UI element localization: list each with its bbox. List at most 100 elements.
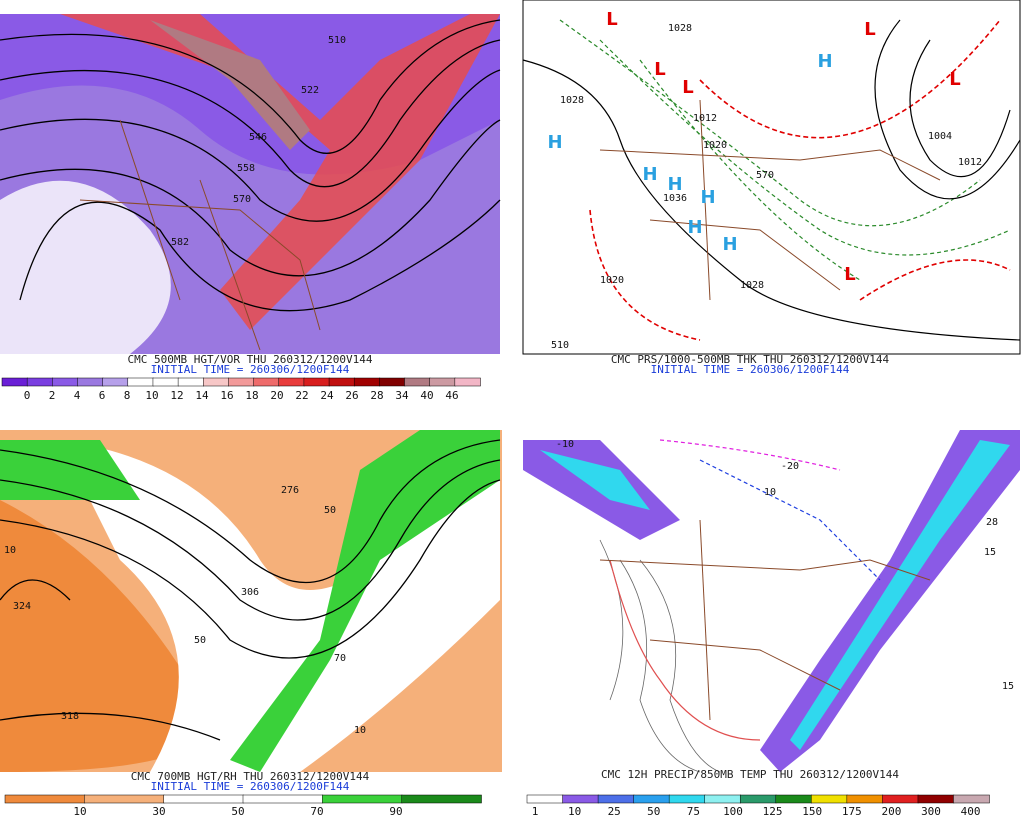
- colorbar-swatch: [177, 377, 205, 387]
- pressure-center: L: [682, 77, 693, 98]
- colorbar-swatch: [127, 377, 154, 387]
- panel-caption: CMC 700MB HGT/RH THU 260312/1200V144: [131, 770, 370, 783]
- colorbar-label: 0: [24, 389, 31, 402]
- colorbar-swatch: [404, 377, 431, 387]
- pressure-center: L: [844, 264, 855, 285]
- colorbar-label: 30: [152, 805, 165, 818]
- colorbar-swatch: [953, 794, 990, 804]
- colorbar-label: 10: [568, 805, 581, 818]
- colorbar-swatch: [278, 377, 305, 387]
- vor-max: [60, 14, 500, 330]
- precip: [790, 440, 1010, 750]
- rh-moist: [0, 440, 140, 500]
- contour-label: 28: [986, 517, 998, 528]
- pressure-center: H: [687, 217, 702, 238]
- colorbar-label: 300: [921, 805, 941, 818]
- colorbar-swatch: [811, 794, 848, 804]
- contour-label: 510: [328, 35, 346, 46]
- contour-label: 546: [249, 132, 267, 143]
- colorbar-label: 400: [961, 805, 981, 818]
- colorbar-label: 6: [99, 389, 106, 402]
- contour-label: 1012: [958, 157, 982, 168]
- contour-label: 318: [61, 711, 79, 722]
- colorbar-label: 16: [220, 389, 233, 402]
- colorbar-swatch: [668, 794, 706, 804]
- colorbar-label: 125: [763, 805, 783, 818]
- colorbar-swatch: [917, 794, 955, 804]
- colorbar-swatch: [597, 794, 635, 804]
- colorbar-label: 40: [420, 389, 433, 402]
- panel-2-map: [522, 0, 1021, 355]
- rh-moist: [230, 430, 500, 772]
- contour-label: 1028: [740, 280, 764, 291]
- contour-label: 70: [334, 653, 346, 664]
- colorbar-swatch: [739, 794, 777, 804]
- colorbar-swatch: [846, 794, 884, 804]
- panel-caption: CMC PRS/1000-500MB THK THU 260312/1200V1…: [611, 353, 890, 366]
- panel-1-map: [0, 14, 501, 355]
- pressure-center: H: [700, 187, 715, 208]
- colorbar-swatch: [203, 377, 230, 387]
- pressure-center: L: [654, 59, 665, 80]
- colorbar-swatch: [353, 377, 381, 387]
- panel-caption: CMC 12H PRECIP/850MB TEMP THU 260312/120…: [601, 768, 899, 781]
- white-area: [0, 180, 171, 354]
- contour-label: -10: [556, 439, 574, 450]
- colorbar-swatch: [775, 794, 813, 804]
- colorbar-label: 150: [802, 805, 822, 818]
- contour-label: 1028: [560, 95, 584, 106]
- colorbar-label: 8: [124, 389, 131, 402]
- colorbar-swatch: [77, 377, 104, 387]
- colorbar-label: 100: [723, 805, 743, 818]
- colorbar-swatch: [228, 377, 255, 387]
- colorbar-swatch: [52, 377, 79, 387]
- rh-fill: [60, 430, 500, 772]
- colorbar-label: 28: [370, 389, 383, 402]
- precip: [540, 450, 650, 510]
- contour-label: 558: [237, 163, 255, 174]
- panel-3-map: [0, 430, 502, 772]
- contour-label: 276: [281, 485, 299, 496]
- colorbar-label: 18: [245, 389, 258, 402]
- colorbar-swatch: [401, 794, 482, 804]
- colorbar-label: 12: [170, 389, 183, 402]
- colorbar-swatch: [26, 377, 54, 387]
- contour-label: 10: [4, 545, 16, 556]
- colorbar-label: 175: [842, 805, 862, 818]
- pressure-center: L: [864, 19, 875, 40]
- pressure-center: H: [722, 234, 737, 255]
- colorbar-label: 200: [881, 805, 901, 818]
- contour-label: 1020: [600, 275, 624, 286]
- colorbar-label: 34: [395, 389, 409, 402]
- contour-label: 306: [241, 587, 259, 598]
- colorbar-swatch: [704, 794, 741, 804]
- colorbar-swatch: [84, 794, 165, 804]
- colorbar-label: 90: [389, 805, 402, 818]
- panel-4-map: [523, 430, 1020, 773]
- contour-label: 1020: [703, 140, 727, 151]
- colorbar-label: 24: [320, 389, 334, 402]
- colorbar-swatch: [102, 377, 129, 387]
- colorbar-swatch: [379, 377, 406, 387]
- colorbar-swatch: [562, 794, 599, 804]
- vor-max: [150, 20, 310, 150]
- contour-label: 10: [764, 487, 776, 498]
- initial-time: INITIAL TIME = 260306/1200F144: [151, 780, 350, 793]
- contour-label: 50: [324, 505, 336, 516]
- colorbar-swatch: [328, 377, 355, 387]
- contour-label: 50: [194, 635, 206, 646]
- contour-label: -20: [781, 461, 799, 472]
- colorbar-swatch: [882, 794, 919, 804]
- contour-label: 15: [984, 547, 996, 558]
- contour-label: 510: [551, 340, 569, 351]
- colorbar-label: 20: [270, 389, 283, 402]
- pressure-center: H: [642, 164, 657, 185]
- colorbar-label: 2: [49, 389, 56, 402]
- pressure-center: H: [547, 132, 562, 153]
- panel-caption: CMC 500MB HGT/VOR THU 260312/1200V144: [127, 353, 372, 366]
- contour-label: 324: [13, 601, 31, 612]
- contour-label: 1036: [663, 193, 687, 204]
- colorbar-swatch: [526, 794, 564, 804]
- contour-label: 570: [233, 194, 251, 205]
- colorbar-swatch: [1, 377, 28, 387]
